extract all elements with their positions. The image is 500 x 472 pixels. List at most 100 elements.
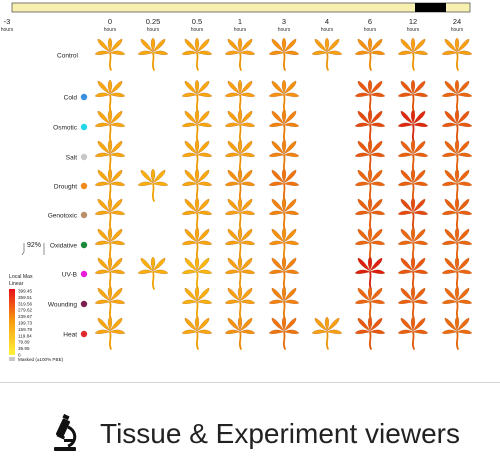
seedling-cell[interactable] bbox=[441, 316, 473, 350]
seedling-cell[interactable] bbox=[94, 168, 126, 202]
seedling-cell[interactable] bbox=[94, 227, 126, 261]
seedling-cell[interactable] bbox=[137, 168, 169, 202]
percent-label: 92% bbox=[27, 242, 41, 249]
seedling-cell[interactable] bbox=[268, 109, 300, 143]
seedling-cell[interactable] bbox=[354, 109, 386, 143]
seedling-cell[interactable] bbox=[94, 256, 126, 290]
seedling-cell[interactable] bbox=[224, 37, 256, 71]
legend-masked-label: Masked (±100% PBE) bbox=[18, 357, 64, 362]
seedling-cell[interactable] bbox=[268, 79, 300, 113]
seedling-cell[interactable] bbox=[268, 227, 300, 261]
seedling-cell[interactable] bbox=[268, 256, 300, 290]
seedling-cell[interactable] bbox=[441, 79, 473, 113]
time-tick-label: 12 bbox=[409, 17, 417, 26]
seedling-cell[interactable] bbox=[181, 139, 213, 173]
seedling-cell[interactable] bbox=[268, 168, 300, 202]
seedling-cell[interactable] bbox=[354, 197, 386, 231]
seedling-cell[interactable] bbox=[268, 316, 300, 350]
seedling-cell[interactable] bbox=[441, 37, 473, 71]
seedling-cell[interactable] bbox=[354, 79, 386, 113]
seedling-cell[interactable] bbox=[224, 168, 256, 202]
seedling-cell[interactable] bbox=[94, 316, 126, 350]
efp-diagram: -3hours0hours0.25hours0.5hours1hours3hou… bbox=[1, 2, 473, 362]
seedling-cell[interactable] bbox=[94, 197, 126, 231]
seedling-cell[interactable] bbox=[397, 168, 429, 202]
time-tick-unit: hours bbox=[321, 27, 334, 33]
seedling-cell[interactable] bbox=[441, 227, 473, 261]
seedling-cell[interactable] bbox=[181, 109, 213, 143]
seedling-cell[interactable] bbox=[441, 168, 473, 202]
seedling-cell[interactable] bbox=[311, 316, 343, 350]
seedling-cell[interactable] bbox=[268, 286, 300, 320]
legend-masked-swatch bbox=[9, 357, 15, 361]
seedling-cell[interactable] bbox=[441, 139, 473, 173]
seedling-cell[interactable] bbox=[397, 139, 429, 173]
row-label: Genotoxic bbox=[48, 213, 78, 220]
seedling-cell[interactable] bbox=[268, 139, 300, 173]
seedling-cell[interactable] bbox=[397, 197, 429, 231]
seedling-cell[interactable] bbox=[354, 37, 386, 71]
seedling-cell[interactable] bbox=[441, 286, 473, 320]
seedling-cell[interactable] bbox=[354, 168, 386, 202]
footer-link[interactable]: Tissue & Experiment viewers bbox=[0, 395, 500, 472]
seedling-cell[interactable] bbox=[354, 139, 386, 173]
time-tick-label: 1 bbox=[238, 17, 242, 26]
legend-tick: 199.73 bbox=[18, 321, 32, 326]
legend-title: Local Max bbox=[9, 274, 33, 280]
seedling-cell[interactable] bbox=[397, 109, 429, 143]
seedling-cell[interactable] bbox=[224, 286, 256, 320]
legend-gradient bbox=[9, 289, 15, 355]
seedling-cell[interactable] bbox=[397, 37, 429, 71]
seedling-cell[interactable] bbox=[181, 286, 213, 320]
seedling-cell[interactable] bbox=[354, 316, 386, 350]
seedling-cell[interactable] bbox=[224, 256, 256, 290]
seedling-cell[interactable] bbox=[397, 79, 429, 113]
seedling-cell[interactable] bbox=[181, 37, 213, 71]
seedling-cell[interactable] bbox=[224, 139, 256, 173]
condition-row: Control bbox=[57, 37, 473, 71]
seedling-cell[interactable] bbox=[94, 286, 126, 320]
seedling-cell[interactable] bbox=[224, 316, 256, 350]
seedling-cell[interactable] bbox=[181, 168, 213, 202]
percent-bracket bbox=[21, 243, 25, 256]
seedling-cell[interactable] bbox=[181, 227, 213, 261]
seedling-cell[interactable] bbox=[397, 316, 429, 350]
seedling-cell[interactable] bbox=[94, 79, 126, 113]
seedling-cell[interactable] bbox=[268, 197, 300, 231]
seedling-cell[interactable] bbox=[94, 37, 126, 71]
seedling-cell[interactable] bbox=[181, 79, 213, 113]
row-label: Oxidative bbox=[50, 243, 77, 250]
seedling-cell[interactable] bbox=[397, 227, 429, 261]
time-tick-label: 0.25 bbox=[146, 17, 161, 26]
seedling-cell[interactable] bbox=[441, 256, 473, 290]
condition-dot bbox=[80, 300, 88, 308]
condition-dot bbox=[80, 211, 88, 219]
condition-row: Wounding bbox=[48, 286, 473, 320]
seedling-cell[interactable] bbox=[94, 139, 126, 173]
seedling-cell[interactable] bbox=[181, 316, 213, 350]
seedling-cell[interactable] bbox=[137, 37, 169, 71]
seedling-cell[interactable] bbox=[224, 227, 256, 261]
seedling-cell[interactable] bbox=[181, 256, 213, 290]
time-tick-label: -3 bbox=[4, 17, 11, 26]
seedling-cell[interactable] bbox=[137, 256, 169, 290]
seedling-cell[interactable] bbox=[397, 286, 429, 320]
seedling-cell[interactable] bbox=[268, 37, 300, 71]
seedling-cell[interactable] bbox=[354, 227, 386, 261]
seedling-cell[interactable] bbox=[441, 109, 473, 143]
seedling-cell[interactable] bbox=[224, 197, 256, 231]
seedling-cell[interactable] bbox=[441, 197, 473, 231]
seedling-cell[interactable] bbox=[311, 37, 343, 71]
seedling-cell[interactable] bbox=[224, 109, 256, 143]
legend-tick: 159.78 bbox=[18, 327, 32, 332]
seedling-cell[interactable] bbox=[94, 109, 126, 143]
seedling-cell[interactable] bbox=[354, 286, 386, 320]
seedling-cell[interactable] bbox=[181, 197, 213, 231]
seedling-cell[interactable] bbox=[224, 79, 256, 113]
legend-tick: 279.62 bbox=[18, 308, 32, 313]
seedling-cell[interactable] bbox=[397, 256, 429, 290]
legend-tick: 119.84 bbox=[18, 333, 32, 338]
condition-row: Salt bbox=[66, 139, 473, 173]
seedling-cell[interactable] bbox=[354, 256, 386, 290]
